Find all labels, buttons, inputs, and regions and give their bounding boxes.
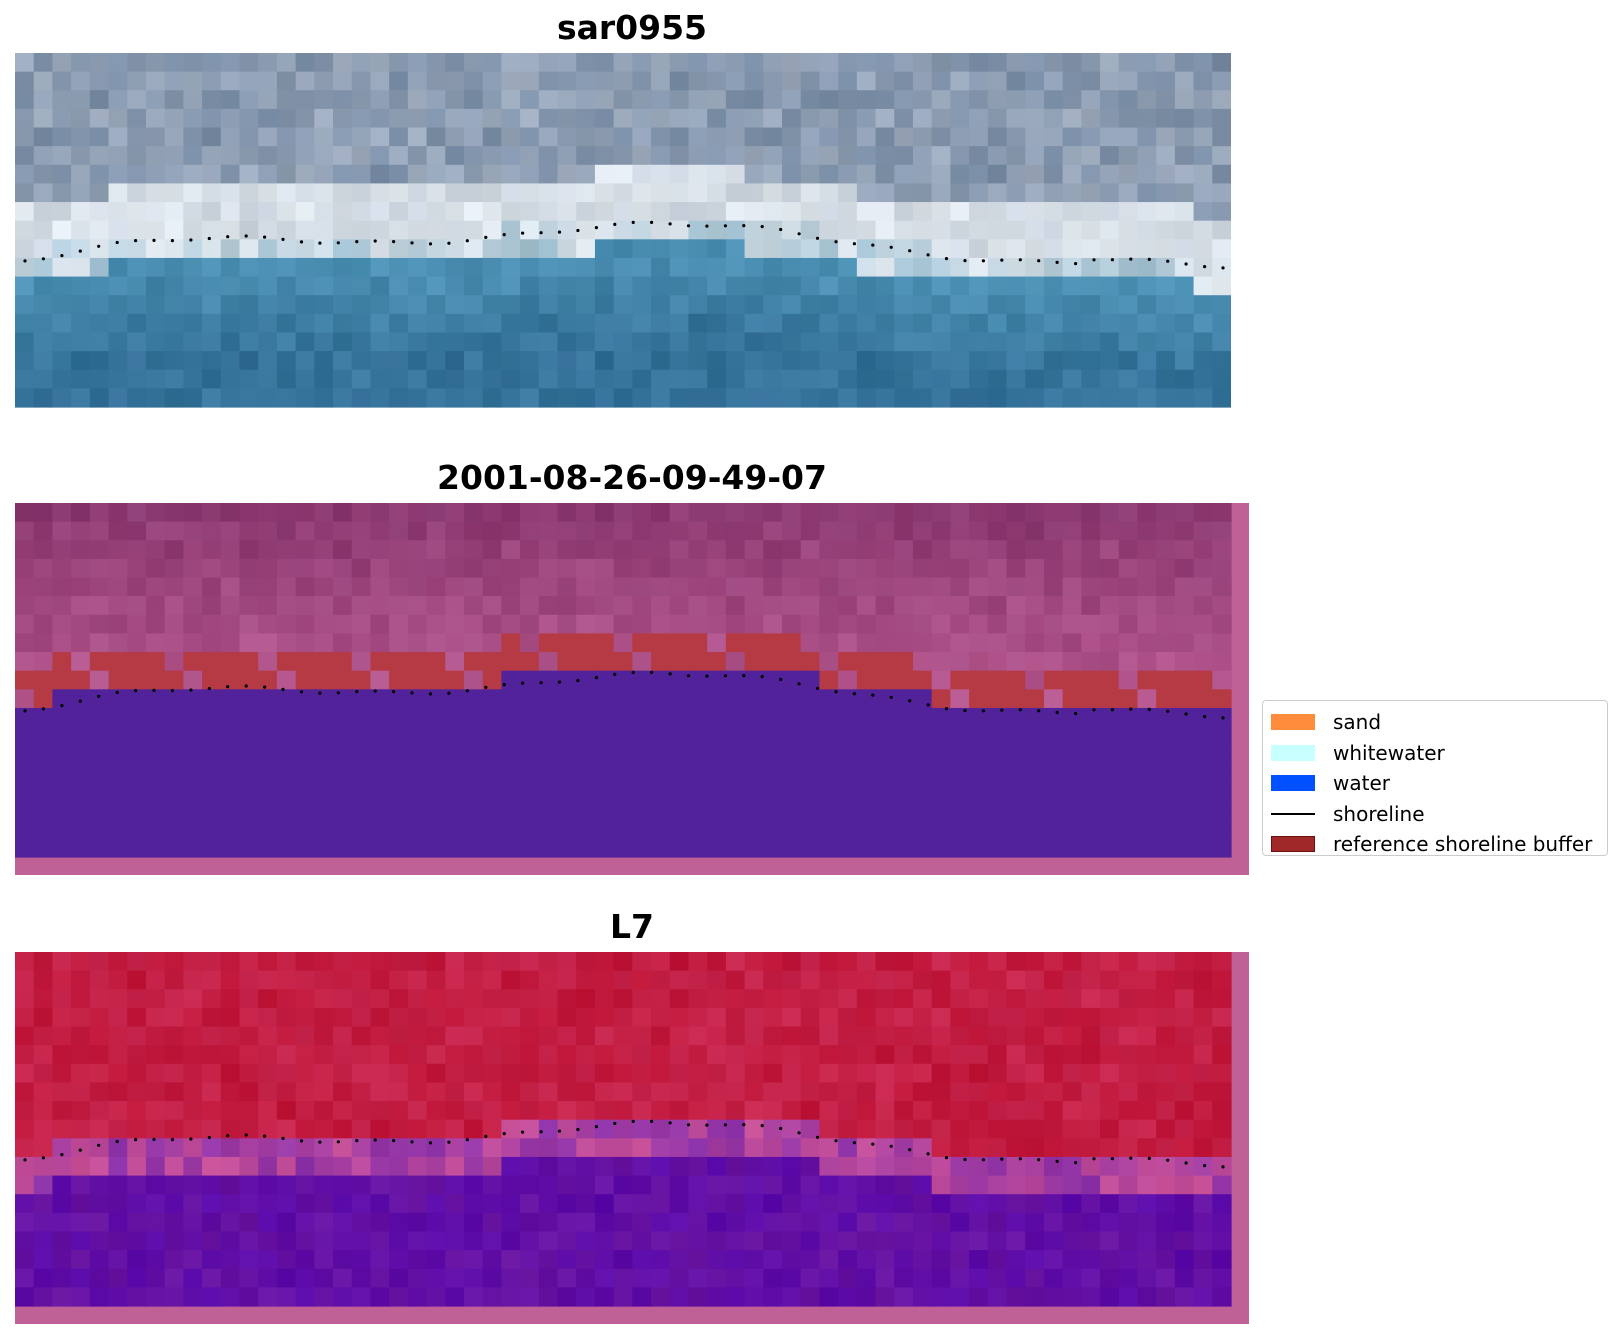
legend-label: shoreline <box>1333 801 1425 826</box>
whitewater-swatch <box>1271 744 1315 761</box>
legend-item-whitewater: whitewater <box>1271 738 1599 769</box>
legend-item-reference-buffer: reference shoreline buffer <box>1271 829 1599 860</box>
legend: sand whitewater water shoreline referenc… <box>1262 700 1608 856</box>
legend-label: water <box>1333 771 1390 796</box>
water-swatch <box>1271 775 1315 792</box>
legend-item-water: water <box>1271 768 1599 799</box>
legend-item-shoreline: shoreline <box>1271 799 1599 830</box>
shoreline-points <box>23 670 1225 720</box>
classification-image-panel <box>15 503 1249 875</box>
legend-item-sand: sand <box>1271 707 1599 738</box>
shoreline-points <box>23 220 1225 270</box>
legend-label: reference shoreline buffer <box>1333 832 1593 857</box>
panel-title-classification: 2001-08-26-09-49-07 <box>437 458 827 497</box>
legend-label: sand <box>1333 710 1382 735</box>
sand-swatch <box>1271 714 1315 731</box>
panel-title-index: L7 <box>610 907 654 946</box>
rgb-image-panel <box>15 53 1231 408</box>
legend-label: whitewater <box>1333 740 1445 765</box>
panel-title-rgb: sar0955 <box>556 8 708 47</box>
shoreline-line-swatch <box>1271 806 1315 822</box>
shoreline-points <box>23 1119 1225 1169</box>
reference-buffer-swatch <box>1271 836 1315 853</box>
index-image-panel <box>15 952 1249 1324</box>
